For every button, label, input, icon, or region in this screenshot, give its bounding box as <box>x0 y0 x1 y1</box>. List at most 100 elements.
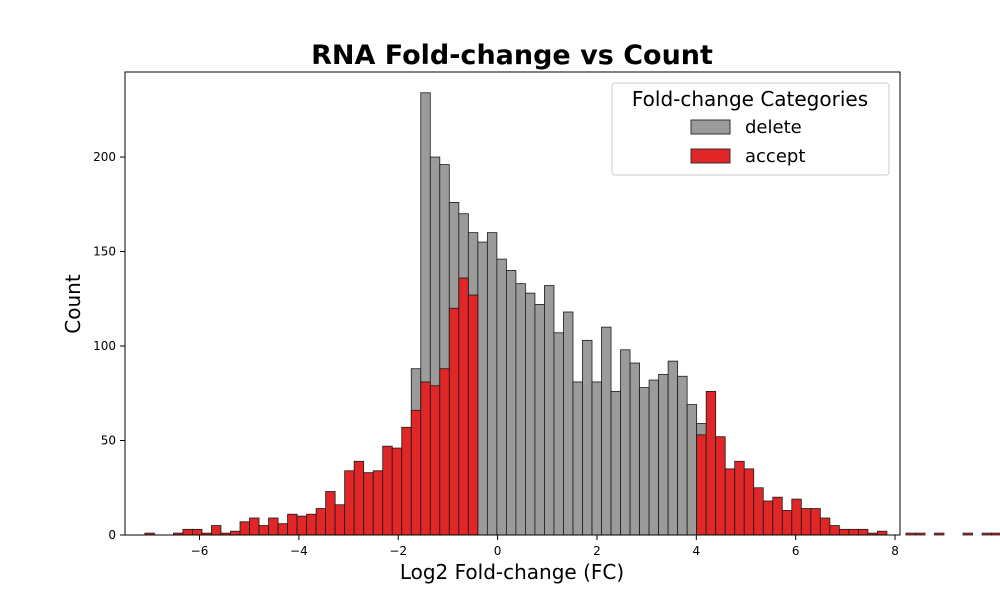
bar-accept-69 <box>800 508 812 536</box>
legend-title: Fold-change Categories <box>632 87 868 111</box>
bar-accept-13 <box>268 517 279 536</box>
bar-accept-80 <box>905 532 916 536</box>
y-axis-ticks: 0 50 100 150 200 <box>93 150 125 542</box>
legend-swatch-accept <box>690 148 731 164</box>
legend-label-delete: delete <box>745 117 802 138</box>
bars-layer <box>144 92 1000 536</box>
bar-delete-54 <box>658 373 669 536</box>
bar-accept-86 <box>962 532 973 536</box>
bar-accept-75 <box>857 528 869 536</box>
bar-delete-36 <box>486 232 498 536</box>
bar-accept-66 <box>772 496 783 536</box>
bar-delete-39 <box>515 283 526 536</box>
bar-accept-27 <box>401 426 412 536</box>
bar-accept-18 <box>315 508 327 536</box>
bar-accept-11 <box>249 517 260 536</box>
bar-accept-68 <box>791 498 802 536</box>
bar-delete-43 <box>553 332 564 536</box>
bar-accept-62 <box>734 460 745 536</box>
y-tick-label: 0 <box>108 528 116 542</box>
bar-accept-17 <box>306 513 317 536</box>
bar-accept-83 <box>934 532 945 536</box>
bar-accept-31 <box>439 368 450 536</box>
bar-delete-51 <box>629 362 640 536</box>
x-tick-label: 4 <box>692 544 700 558</box>
bar-delete-57 <box>686 404 698 536</box>
bar-delete-35 <box>477 241 488 536</box>
bar-accept-61 <box>724 468 736 536</box>
bar-accept-65 <box>762 500 774 536</box>
x-tick-label: 6 <box>792 544 800 558</box>
bar-accept-70 <box>810 508 821 536</box>
bar-accept-74 <box>848 528 859 536</box>
bar-accept-30 <box>429 385 441 536</box>
bar-accept-9 <box>230 530 241 536</box>
bar-delete-48 <box>601 326 612 536</box>
bar-accept-5 <box>192 528 203 536</box>
bar-accept-89 <box>991 532 1000 536</box>
bar-accept-7 <box>211 525 222 536</box>
x-axis-ticks: −6 −4 −2 0 2 4 6 8 <box>191 535 899 558</box>
bar-delete-50 <box>620 349 631 536</box>
bar-accept-24 <box>372 470 384 536</box>
bar-accept-59 <box>705 390 717 536</box>
bar-accept-28 <box>410 409 422 536</box>
bar-accept-77 <box>877 530 888 536</box>
bar-accept-58 <box>696 434 707 536</box>
bar-delete-49 <box>610 390 621 536</box>
bar-accept-19 <box>325 491 336 536</box>
bar-delete-45 <box>572 381 583 536</box>
bar-delete-44 <box>563 311 574 536</box>
x-tick-label: 2 <box>593 544 601 558</box>
bar-accept-21 <box>344 470 355 536</box>
bar-accept-26 <box>391 447 403 536</box>
y-tick-label: 200 <box>93 150 116 164</box>
bar-delete-52 <box>639 387 650 536</box>
bar-accept-16 <box>296 515 307 536</box>
bar-accept-14 <box>277 523 288 536</box>
bar-accept-4 <box>182 528 193 536</box>
bar-accept-33 <box>458 277 469 536</box>
y-axis-label: Count <box>61 274 85 334</box>
y-tick-label: 150 <box>93 245 116 259</box>
bar-delete-56 <box>677 375 688 536</box>
bar-accept-64 <box>753 487 764 536</box>
bar-accept-71 <box>819 517 831 536</box>
bar-accept-10 <box>239 521 250 536</box>
bar-delete-40 <box>525 292 536 536</box>
y-tick-label: 100 <box>93 339 116 353</box>
x-tick-label: −4 <box>290 544 308 558</box>
bar-delete-55 <box>667 360 679 536</box>
legend-label-accept: accept <box>745 146 805 167</box>
bar-delete-37 <box>496 258 507 536</box>
plot-frame <box>124 71 901 536</box>
bar-delete-38 <box>505 270 517 536</box>
x-axis-label: Log2 Fold-change (FC) <box>400 560 624 584</box>
legend-swatch-delete <box>690 119 731 135</box>
bar-accept-73 <box>838 528 850 536</box>
bar-accept-23 <box>363 472 374 536</box>
bar-accept-63 <box>743 468 755 536</box>
y-tick-label: 50 <box>101 434 116 448</box>
x-tick-label: 0 <box>494 544 502 558</box>
bar-accept-15 <box>287 513 298 536</box>
bar-accept-12 <box>258 525 269 536</box>
bar-delete-41 <box>534 304 545 536</box>
bar-delete-46 <box>582 339 593 536</box>
bar-accept-25 <box>382 445 393 536</box>
bar-accept-60 <box>715 436 726 536</box>
bar-accept-81 <box>915 532 926 536</box>
x-tick-label: 8 <box>891 544 899 558</box>
bar-accept-72 <box>829 525 840 536</box>
bar-accept-32 <box>448 307 460 536</box>
legend: Fold-change Categories delete accept <box>611 82 890 176</box>
bar-delete-42 <box>544 285 555 536</box>
legend-box <box>611 82 890 176</box>
x-tick-label: −6 <box>191 544 209 558</box>
bar-accept-67 <box>781 510 793 536</box>
bar-accept-29 <box>420 381 431 536</box>
bar-delete-53 <box>648 379 660 536</box>
bar-accept-20 <box>334 504 346 536</box>
x-tick-label: −2 <box>389 544 407 558</box>
